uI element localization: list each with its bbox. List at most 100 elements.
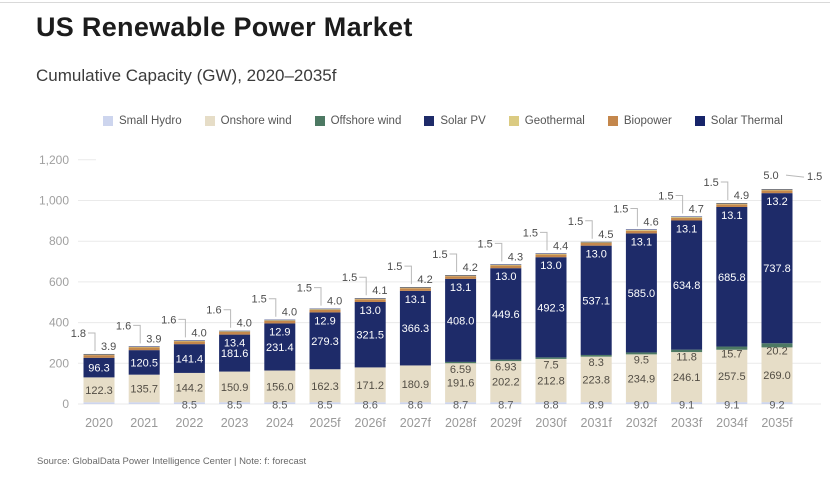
x-axis-category-label: 2027f	[400, 416, 432, 430]
bar-segment-onshore-wind-2034f	[716, 349, 748, 403]
solar-pv-value-label: 181.6	[221, 348, 249, 360]
bar-segment-solar-thermal-2034f	[716, 203, 748, 204]
legend-label: Solar PV	[440, 115, 486, 127]
bar-segment-geothermal-2020	[83, 354, 115, 356]
x-axis-category-label: 2032f	[626, 416, 658, 430]
bar-segment-geothermal-2035f	[761, 189, 793, 191]
biopower-value-label: 13.1	[450, 282, 471, 294]
bar-segment-biopower-2033f	[671, 217, 703, 221]
x-axis-category-label: 2025f	[309, 416, 341, 430]
bar-segment-solar-thermal-2024	[264, 319, 296, 321]
bar-segment-onshore-wind-2032f	[625, 354, 657, 403]
legend-item-offshore-wind: Offshore wind	[314, 115, 402, 127]
geothermal-value-label: 4.0	[282, 307, 297, 319]
bar-segment-biopower-2034f	[716, 204, 748, 207]
solar-pv-value-label: 585.0	[628, 288, 656, 300]
bar-segment-geothermal-2025f	[309, 308, 341, 310]
bar-segment-small-hydro-2028f	[445, 402, 477, 404]
geothermal-value-label: 4.0	[237, 318, 252, 330]
geothermal-value-label: 3.9	[146, 333, 161, 345]
offshore-wind-value-label: 20.2	[766, 345, 787, 357]
solar-thermal-value-label: 1.5	[297, 283, 312, 295]
solar-thermal-value-label: 1.8	[71, 328, 86, 340]
bar-segment-small-hydro-2029f	[490, 402, 522, 404]
bar-segment-onshore-wind-2020	[83, 377, 115, 403]
solar-pv-value-label: 96.3	[88, 363, 109, 375]
onshore-wind-value-label: 212.8	[537, 376, 565, 388]
solar-pv-value-label: 449.6	[492, 309, 520, 321]
x-axis-category-label: 2021	[130, 416, 158, 430]
y-axis-tick-label: 1,000	[39, 194, 69, 208]
bar-segment-solar-thermal-2031f	[580, 241, 612, 243]
legend-label: Offshore wind	[330, 115, 402, 127]
callout-leader-line	[223, 309, 232, 328]
solar-pv-value-label: 737.8	[763, 263, 791, 275]
callout-leader-line	[785, 174, 805, 178]
bar-segment-biopower-2022	[173, 341, 205, 345]
geothermal-value-label: 4.0	[327, 296, 342, 308]
onshore-wind-value-label: 202.2	[492, 377, 520, 389]
bar-segment-onshore-wind-2030f	[535, 358, 567, 403]
callout-leader-line	[630, 207, 638, 227]
bar-segment-small-hydro-2027f	[399, 402, 431, 404]
solar-pv-value-label: 231.4	[266, 342, 294, 354]
legend-swatch-icon	[508, 116, 519, 126]
bar-segment-solar-pv-2024	[264, 323, 296, 371]
biopower-value-label: 13.0	[359, 305, 380, 317]
onshore-wind-value-label: 171.2	[356, 380, 384, 392]
geothermal-value-label: 4.9	[734, 190, 749, 202]
bar-segment-solar-thermal-2021	[128, 346, 160, 347]
geothermal-value-label: 4.6	[643, 216, 658, 228]
x-axis-category-label: 2022	[175, 416, 203, 430]
bar-segment-small-hydro-2032f	[625, 402, 657, 404]
y-axis-tick-label: 800	[49, 234, 69, 248]
bar-segment-onshore-wind-2033f	[671, 352, 703, 403]
solar-pv-value-label: 634.8	[673, 280, 701, 292]
solar-pv-value-label: 685.8	[718, 272, 746, 284]
geothermal-value-label: 4.0	[191, 327, 206, 339]
callout-leader-line	[404, 265, 412, 285]
bar-segment-onshore-wind-2021	[128, 374, 160, 403]
x-axis-category-label: 2031f	[581, 416, 613, 430]
bar-segment-offshore-wind-2034f	[716, 346, 748, 350]
bar-segment-biopower-2031f	[580, 243, 612, 246]
x-axis-category-label: 2024	[266, 416, 294, 430]
solar-pv-value-label: 492.3	[537, 302, 565, 314]
legend-item-small-hydro: Small Hydro	[103, 115, 182, 127]
legend-swatch-icon	[103, 116, 113, 126]
bar-segment-small-hydro-2021	[128, 402, 160, 404]
offshore-wind-value-label: 15.7	[721, 349, 742, 361]
small-hydro-value-label: 8.6	[363, 400, 378, 412]
bar-segment-geothermal-2028f	[445, 275, 477, 277]
bar-segment-offshore-wind-2030f	[535, 357, 567, 359]
solar-thermal-value-label: 1.5	[342, 272, 357, 284]
legend-label: Solar Thermal	[710, 115, 783, 127]
bar-segment-geothermal-2030f	[535, 253, 567, 255]
bar-segment-small-hydro-2030f	[535, 402, 567, 404]
geothermal-value-label: 4.2	[463, 262, 478, 274]
solar-thermal-value-label: 1.5	[252, 294, 267, 306]
legend-label: Small Hydro	[119, 115, 182, 127]
offshore-wind-value-label: 9.5	[634, 354, 649, 366]
bar-segment-solar-pv-2032f	[625, 233, 657, 353]
small-hydro-value-label: 9.2	[769, 400, 784, 412]
bar-segment-small-hydro-2035f	[761, 402, 793, 404]
geothermal-value-label: 4.2	[417, 274, 432, 286]
biopower-value-label: 13.1	[631, 236, 652, 248]
small-hydro-value-label: 8.7	[453, 400, 468, 412]
solar-thermal-value-label: 1.5	[613, 203, 628, 215]
y-axis-tick-label: 1,200	[39, 153, 69, 167]
callout-leader-line	[585, 220, 593, 239]
bar-segment-solar-thermal-2030f	[535, 253, 567, 254]
stacked-bar-chart: 0 200 400 600 800 1,000 1,200 122.3 96.3 1.8 3.9 20…	[39, 153, 822, 430]
x-axis-category-label: 2034f	[716, 416, 748, 430]
solar-pv-value-label: 537.1	[582, 295, 610, 307]
biopower-value-label: 13.1	[676, 223, 697, 235]
solar-thermal-value-label: 1.5	[387, 261, 402, 273]
x-axis-category-label: 2020	[85, 416, 113, 430]
bar-segment-biopower-2029f	[490, 265, 522, 269]
bar-segment-offshore-wind-2035f	[761, 343, 793, 348]
geothermal-value-label: 4.4	[553, 240, 568, 252]
bar-segment-geothermal-2029f	[490, 264, 522, 266]
bar-segment-small-hydro-2020	[83, 402, 115, 404]
